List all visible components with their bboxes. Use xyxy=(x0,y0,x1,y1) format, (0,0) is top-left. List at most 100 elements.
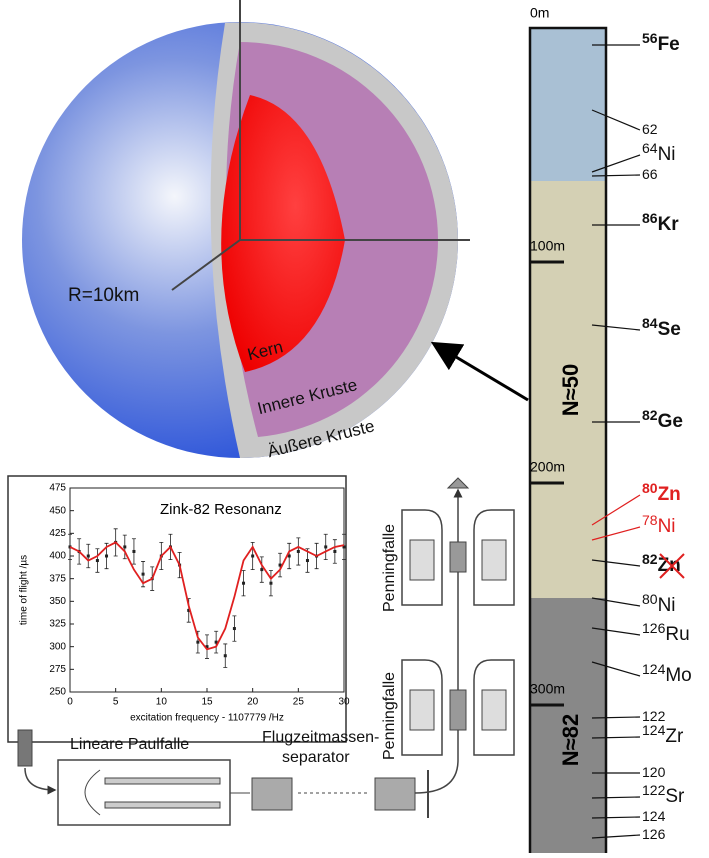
isotope-label: 126 xyxy=(642,826,666,842)
data-point xyxy=(305,559,309,563)
isotope-label: 82Zn xyxy=(642,551,681,576)
beam xyxy=(24,767,57,795)
mass-number: 120 xyxy=(642,764,666,780)
leader-line xyxy=(591,661,641,677)
isotope-label: 122Sr xyxy=(642,782,685,807)
magnet xyxy=(401,509,443,606)
layer-iron xyxy=(530,28,606,181)
mass-number: 126 xyxy=(642,826,666,842)
y-tick-label: 375 xyxy=(49,573,66,584)
mass-number: 80 xyxy=(642,591,658,607)
y-tick-label: 425 xyxy=(49,528,66,539)
leader-line xyxy=(591,526,641,541)
isotope-label: 126Ru xyxy=(642,620,690,645)
isotope-label: 62 xyxy=(642,121,658,137)
data-point xyxy=(269,581,273,585)
data-point xyxy=(187,608,191,612)
data-point xyxy=(260,568,264,572)
mass-number: 124 xyxy=(642,808,666,824)
coil xyxy=(481,539,507,581)
element: Zr xyxy=(665,726,684,747)
mass-number: 82 xyxy=(642,551,658,567)
y-axis-label: time of flight /µs xyxy=(19,555,30,625)
leader-line xyxy=(591,109,641,131)
element: Kr xyxy=(658,214,680,235)
inset-plot: 250 275 300 325 350 375 400 425 450 475 0 5 10 15 20 25… xyxy=(19,483,350,724)
y-tick-label: 400 xyxy=(49,551,66,562)
data-point xyxy=(196,640,200,644)
isotope-label: 64Ni xyxy=(642,140,676,165)
depth-label: 200m xyxy=(530,459,565,475)
region-label: N≈82 xyxy=(558,714,583,766)
y-tick-label: 250 xyxy=(49,687,66,698)
mass-number: 62 xyxy=(642,121,658,137)
tof-label: Flugzeitmassen- xyxy=(262,729,379,746)
leader-line xyxy=(591,796,641,799)
isotope-label: 84Se xyxy=(642,315,681,340)
leader-line xyxy=(591,834,641,839)
mass-number: 122 xyxy=(642,708,666,724)
data-point xyxy=(105,554,109,558)
data-point xyxy=(214,640,218,644)
leader-line xyxy=(591,154,641,173)
radius-label: R=10km xyxy=(68,285,139,306)
core xyxy=(221,95,345,372)
rods xyxy=(104,777,221,785)
x-tick-label: 0 xyxy=(67,697,73,708)
y-tick-label: 450 xyxy=(49,505,66,516)
paul-trap-end xyxy=(84,769,101,816)
y-tick-label: 325 xyxy=(49,619,66,630)
leader-line xyxy=(591,627,641,636)
data-point xyxy=(95,559,99,563)
coil xyxy=(481,689,507,731)
magnet xyxy=(473,659,515,756)
data-point xyxy=(287,554,291,558)
data-point xyxy=(342,545,346,549)
data-point xyxy=(278,563,282,567)
isotope-label: 124Mo xyxy=(642,661,692,686)
mass-number: 124 xyxy=(642,661,666,677)
fit-line xyxy=(69,541,345,651)
mass-number: 78 xyxy=(642,512,658,528)
isotope-label: 56Fe xyxy=(642,30,680,55)
neutron-star: R=10km Kern Innere Kruste Äußere Kruste xyxy=(22,0,529,461)
rods xyxy=(104,801,221,809)
data-point xyxy=(86,554,90,558)
leader-line xyxy=(591,597,641,607)
tof-label: separator xyxy=(282,749,350,766)
chart-title: Zink-82 Resonanz xyxy=(160,501,282,518)
y-tick-label: 350 xyxy=(49,596,66,607)
element: Se xyxy=(658,319,681,340)
isotope-label: 80Zn xyxy=(642,480,681,505)
element: Sr xyxy=(665,786,685,807)
data-point xyxy=(141,572,145,576)
element: Zn xyxy=(658,484,681,505)
isotope-label: 124Zr xyxy=(642,722,684,747)
inset-frame xyxy=(7,475,347,743)
mass-number: 64 xyxy=(642,140,658,156)
leader-line xyxy=(591,494,641,526)
data-point xyxy=(324,545,328,549)
element: Ni xyxy=(658,144,676,165)
mass-number: 80 xyxy=(642,480,658,496)
data-point xyxy=(205,645,209,649)
x-tick-label: 20 xyxy=(247,697,259,708)
element: Zn xyxy=(658,555,681,576)
data-point xyxy=(251,554,255,558)
apparatus xyxy=(17,477,515,826)
data-point xyxy=(132,549,136,553)
x-tick-label: 5 xyxy=(113,697,119,708)
coil xyxy=(409,689,435,731)
isotope-label: 122 xyxy=(642,708,666,724)
isotope-label: 86Kr xyxy=(642,210,679,235)
x-axis-label: excitation frequency - 1107779 /Hz xyxy=(130,713,284,724)
detector-top xyxy=(446,477,470,489)
mass-number: 124 xyxy=(642,722,666,738)
x-tick-label: 10 xyxy=(156,697,168,708)
isotope-label: 124 xyxy=(642,808,666,824)
penning-label: Penningfalle xyxy=(381,672,398,760)
paul-trap-label: Lineare Paulfalle xyxy=(70,736,189,753)
isotope-label: 120 xyxy=(642,764,666,780)
